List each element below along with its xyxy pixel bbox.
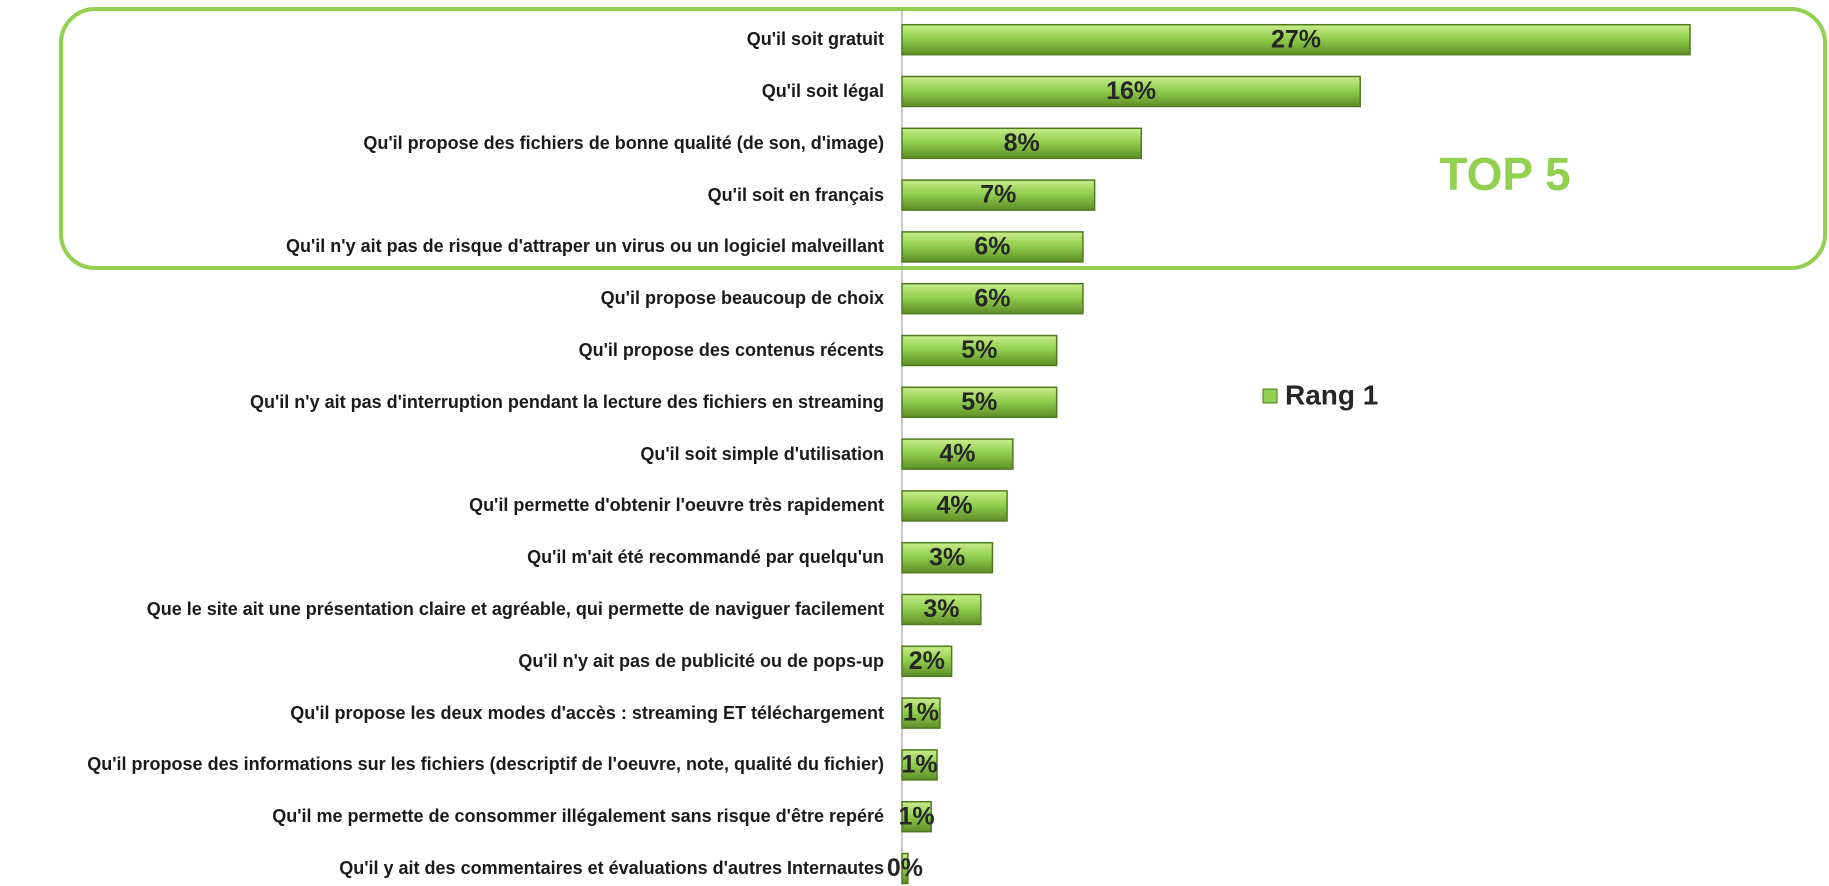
bar [901,697,941,729]
bar [901,23,1691,56]
bar [901,800,932,833]
bar [901,541,994,574]
category-label: Qu'il soit légal [761,81,884,101]
category-label: Que le site ait une présentation claire … [146,599,884,619]
category-label: Qu'il y ait des commentaires et évaluati… [339,858,884,878]
bar [901,490,1008,522]
bar [901,127,1143,160]
category-label: Qu'il propose des fichiers de bonne qual… [363,132,884,153]
category-label: Qu'il propose des informations sur les f… [87,754,884,775]
bar [901,334,1058,367]
legend-marker [1262,388,1278,404]
value-label: 5% [961,388,997,416]
top5-frame [59,7,1827,270]
bar [901,645,953,678]
annotation: TOP 5 [1439,148,1570,200]
category-label: Qu'il n'y ait pas d'interruption pendant… [250,391,884,412]
bar [901,75,1361,108]
category-label: Qu'il m'ait été recommandé par quelqu'un [527,547,884,568]
value-label: 6% [974,233,1010,261]
category-label: Qu'il soit en français [707,184,884,205]
legend-label: Rang 1 [1285,379,1378,410]
category-label: Qu'il n'y ait pas de publicité ou de pop… [518,650,884,671]
value-label: 4% [939,440,975,468]
bar [901,386,1058,419]
bar [901,438,1014,470]
value-label: 2% [909,647,945,675]
value-label: 7% [980,181,1016,209]
value-label: 16% [1106,77,1156,105]
category-label: Qu'il propose beaucoup de choix [600,288,884,309]
category-label: Qu'il permette d'obtenir l'oeuvre très r… [469,495,884,516]
bar [901,852,909,885]
category-label: Qu'il propose les deux modes d'accès : s… [290,702,884,723]
category-label: Qu'il me permette de consommer illégalem… [272,806,884,827]
value-label: 3% [929,543,965,571]
category-label: Qu'il soit gratuit [746,29,884,50]
value-label: 5% [961,336,997,364]
bar [901,593,982,626]
value-label: 3% [923,595,959,623]
bar [901,231,1084,263]
category-label: Qu'il propose des contenus récents [578,340,884,360]
value-label: 27% [1271,25,1321,53]
value-label: 1% [903,699,939,727]
value-label: 8% [1004,129,1040,157]
value-label: 0% [887,854,923,882]
bar [901,179,1096,211]
bar [901,282,1084,315]
value-label: 6% [974,284,1010,312]
value-label: 1% [899,802,935,830]
value-label: 4% [936,492,972,520]
category-label: Qu'il soit simple d'utilisation [640,443,884,464]
value-label: 1% [901,751,937,779]
category-label: Qu'il n'y ait pas de risque d'attraper u… [286,236,884,257]
bar [901,749,938,781]
